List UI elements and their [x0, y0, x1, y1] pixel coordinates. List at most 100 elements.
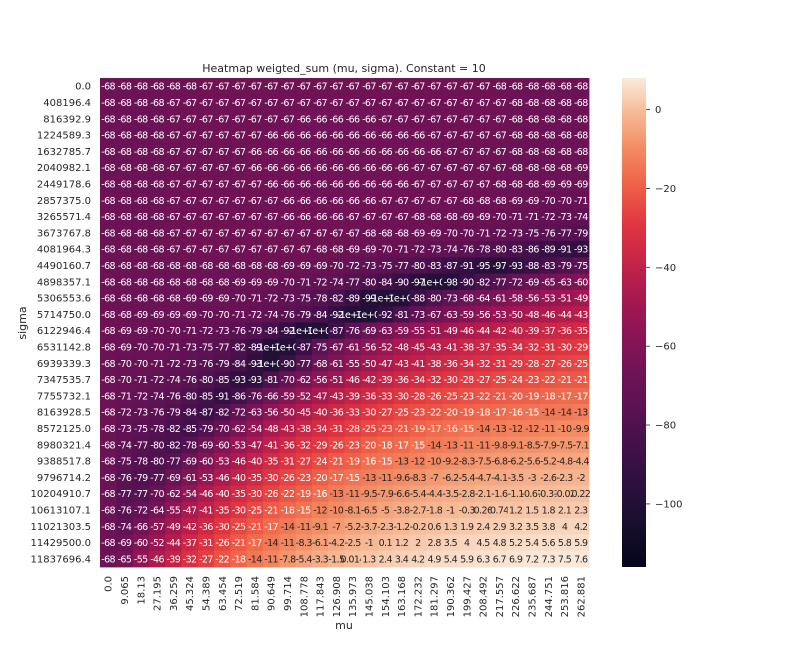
- heatmap-cell: [426, 469, 443, 486]
- cell-value-label: -11: [346, 489, 360, 500]
- heatmap-cell: [197, 306, 215, 323]
- y-tick-label: 6531142.8: [37, 342, 91, 353]
- cell-value-label: -0.02: [554, 489, 576, 500]
- cell-value-label: -69: [183, 310, 197, 321]
- heatmap-cell: [393, 175, 411, 193]
- cell-value-label: -43: [395, 359, 409, 370]
- heatmap-cell: [572, 143, 590, 160]
- cell-value-label: -79: [199, 424, 213, 435]
- cell-value-label: -66: [264, 391, 278, 402]
- heatmap-cell: [474, 371, 492, 389]
- heatmap-cell: [491, 175, 508, 193]
- cell-value-label: -11: [297, 522, 311, 533]
- cell-value-label: -36: [329, 408, 343, 419]
- cell-value-label: -4.7: [475, 473, 492, 484]
- cell-value-label: -2.6: [540, 473, 557, 484]
- cell-value-label: -22: [541, 375, 555, 386]
- heatmap-cell: [230, 143, 248, 160]
- cell-value-label: -46: [541, 310, 555, 321]
- cell-value-label: -77: [558, 228, 572, 239]
- cell-value-label: -69: [215, 294, 229, 305]
- cell-value-label: -70: [378, 245, 392, 256]
- cell-value-label: -66: [378, 179, 392, 190]
- cell-value-label: -67: [281, 114, 295, 125]
- heatmap-cell: [426, 338, 443, 356]
- heatmap-cell: [100, 420, 117, 437]
- cell-value-label: -69: [232, 277, 246, 288]
- cell-value-label: -67: [460, 179, 474, 190]
- cell-value-label: -68: [118, 294, 132, 305]
- heatmap-cell: [214, 436, 231, 454]
- heatmap-cell: [197, 338, 215, 356]
- cell-value-label: -68: [183, 261, 197, 272]
- cell-value-label: -68: [574, 114, 588, 125]
- heatmap-cell: [181, 273, 199, 291]
- cell-value-label: 5.6: [542, 538, 556, 549]
- cell-value-label: -28: [411, 391, 425, 402]
- cell-value-label: -74: [118, 440, 132, 451]
- cell-value-label: -35: [492, 342, 506, 353]
- cell-value-label: -67: [313, 82, 327, 93]
- heatmap-cell: [214, 289, 231, 307]
- cell-value-label: -73: [558, 212, 572, 223]
- cell-value-label: -92: [378, 310, 392, 321]
- cell-value-label: -3.7: [361, 522, 378, 533]
- cell-value-label: -52: [150, 538, 164, 549]
- cell-value-label: -68: [574, 82, 588, 93]
- cell-value-label: -67: [232, 228, 246, 239]
- heatmap-cell: [148, 338, 166, 356]
- heatmap-cell: [507, 289, 525, 307]
- cell-value-label: -70: [281, 375, 295, 386]
- cell-value-label: -67: [232, 82, 246, 93]
- heatmap-cell: [100, 322, 117, 340]
- heatmap-cell: [426, 110, 443, 128]
- cell-value-label: -66: [346, 147, 360, 158]
- cell-value-label: -1e+02: [304, 326, 336, 337]
- heatmap-cell: [474, 355, 492, 372]
- heatmap-cell: [507, 338, 525, 356]
- cell-value-label: -26: [264, 489, 278, 500]
- heatmap-cell: [426, 387, 443, 405]
- heatmap-cell: [458, 322, 476, 340]
- y-tick-label: 2449178.6: [37, 179, 91, 190]
- cell-value-label: -68: [541, 82, 555, 93]
- cell-value-label: -68: [541, 98, 555, 109]
- cell-value-label: -67: [232, 131, 246, 142]
- cell-value-label: -15: [460, 424, 474, 435]
- cell-value-label: -27: [541, 359, 555, 370]
- heatmap-cell: [360, 306, 378, 323]
- heatmap-cell: [409, 322, 427, 340]
- heatmap-cell: [246, 485, 264, 503]
- heatmap-cell: [181, 78, 199, 95]
- cell-value-label: 1.3: [444, 522, 458, 533]
- heatmap-cell: [165, 257, 182, 274]
- cell-value-label: -13: [395, 457, 409, 468]
- cell-value-label: 5.4: [525, 538, 539, 549]
- cell-value-label: -67: [362, 212, 376, 223]
- cell-value-label: -40: [509, 326, 523, 337]
- heatmap-cell: [540, 322, 557, 340]
- heatmap-cell: [474, 436, 492, 454]
- cell-value-label: -69: [248, 277, 262, 288]
- heatmap-cell: [116, 338, 133, 356]
- heatmap-cell: [230, 126, 248, 144]
- heatmap-cell: [230, 257, 248, 274]
- heatmap-cell: [344, 436, 362, 454]
- heatmap-cell: [540, 338, 557, 356]
- x-tick-label: 18.13: [136, 576, 147, 605]
- heatmap-cell: [100, 175, 117, 193]
- cell-value-label: -67: [297, 82, 311, 93]
- heatmap-cell: [328, 208, 345, 226]
- heatmap-cell: [197, 110, 215, 128]
- heatmap-cell: [214, 159, 231, 177]
- cell-value-label: -93: [574, 245, 588, 256]
- heatmap-cell: [523, 322, 541, 340]
- heatmap-cell: [556, 306, 574, 323]
- heatmap-cell: [132, 452, 150, 470]
- cell-value-label: -67: [378, 114, 392, 125]
- heatmap-cell: [409, 371, 427, 389]
- colorbar-tick-label: −40: [655, 263, 676, 274]
- x-tick-label: 199.427: [462, 576, 473, 617]
- heatmap-cell: [572, 110, 590, 128]
- cell-value-label: -67: [232, 163, 246, 174]
